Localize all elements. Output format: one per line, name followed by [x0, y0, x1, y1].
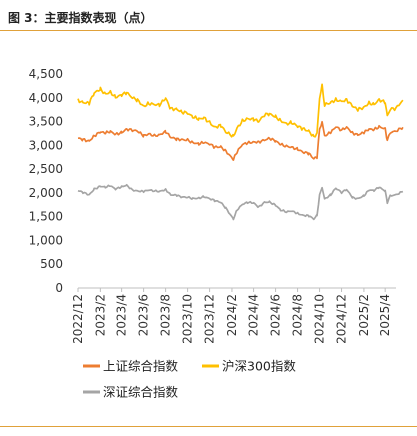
y-tick-label: 2,000	[29, 186, 63, 200]
y-tick-label: 1,500	[29, 210, 63, 224]
series-line	[77, 183, 404, 221]
x-tick-label: 2024/6	[269, 294, 283, 336]
x-tick-label: 2024/2	[225, 294, 239, 336]
x-tick-label: 2022/12	[71, 294, 85, 344]
y-tick-label: 4,500	[29, 67, 63, 81]
bottom-divider	[0, 426, 417, 427]
y-axis-ticks: 0 500 1,000 1,500 2,000 2,500 3,000 3,500 4,000 4…	[29, 67, 63, 295]
x-tick-label: 2024/4	[247, 294, 261, 336]
y-tick-label: 0	[55, 281, 63, 295]
y-tick-label: 4,000	[29, 91, 63, 105]
y-tick-label: 3,000	[29, 138, 63, 152]
chart-title: 图 3：主要指数表现（点）	[8, 11, 153, 25]
legend-label: 上证综合指数	[103, 359, 179, 374]
x-tick-label: 2025/2	[357, 294, 371, 336]
x-tick-label: 2023/10	[181, 294, 195, 344]
x-tick-label: 2023/2	[93, 294, 107, 336]
x-tick-label: 2023/4	[115, 294, 129, 336]
x-tick-label: 2023/12	[203, 294, 217, 344]
x-axis-ticks: 2022/12 2023/2 2023/4 2023/6 2023/8 2023/10 20…	[71, 288, 392, 344]
x-tick-label: 2024/8	[291, 294, 305, 336]
x-tick-label: 2023/8	[159, 294, 173, 336]
top-divider	[0, 30, 417, 31]
x-tick-label: 2024/10	[313, 294, 327, 344]
y-tick-label: 3,500	[29, 115, 63, 129]
y-tick-label: 2,500	[29, 162, 63, 176]
x-tick-label: 2024/12	[335, 294, 349, 344]
legend-label: 深证综合指数	[103, 385, 179, 400]
y-tick-label: 500	[40, 257, 63, 271]
legend-label: 沪深300指数	[222, 359, 296, 374]
series-line	[77, 83, 404, 138]
x-tick-label: 2025/4	[378, 294, 392, 336]
y-tick-label: 1,000	[29, 233, 63, 247]
series-line	[77, 120, 404, 161]
x-tick-label: 2023/6	[137, 294, 151, 336]
series-layer	[77, 83, 404, 221]
